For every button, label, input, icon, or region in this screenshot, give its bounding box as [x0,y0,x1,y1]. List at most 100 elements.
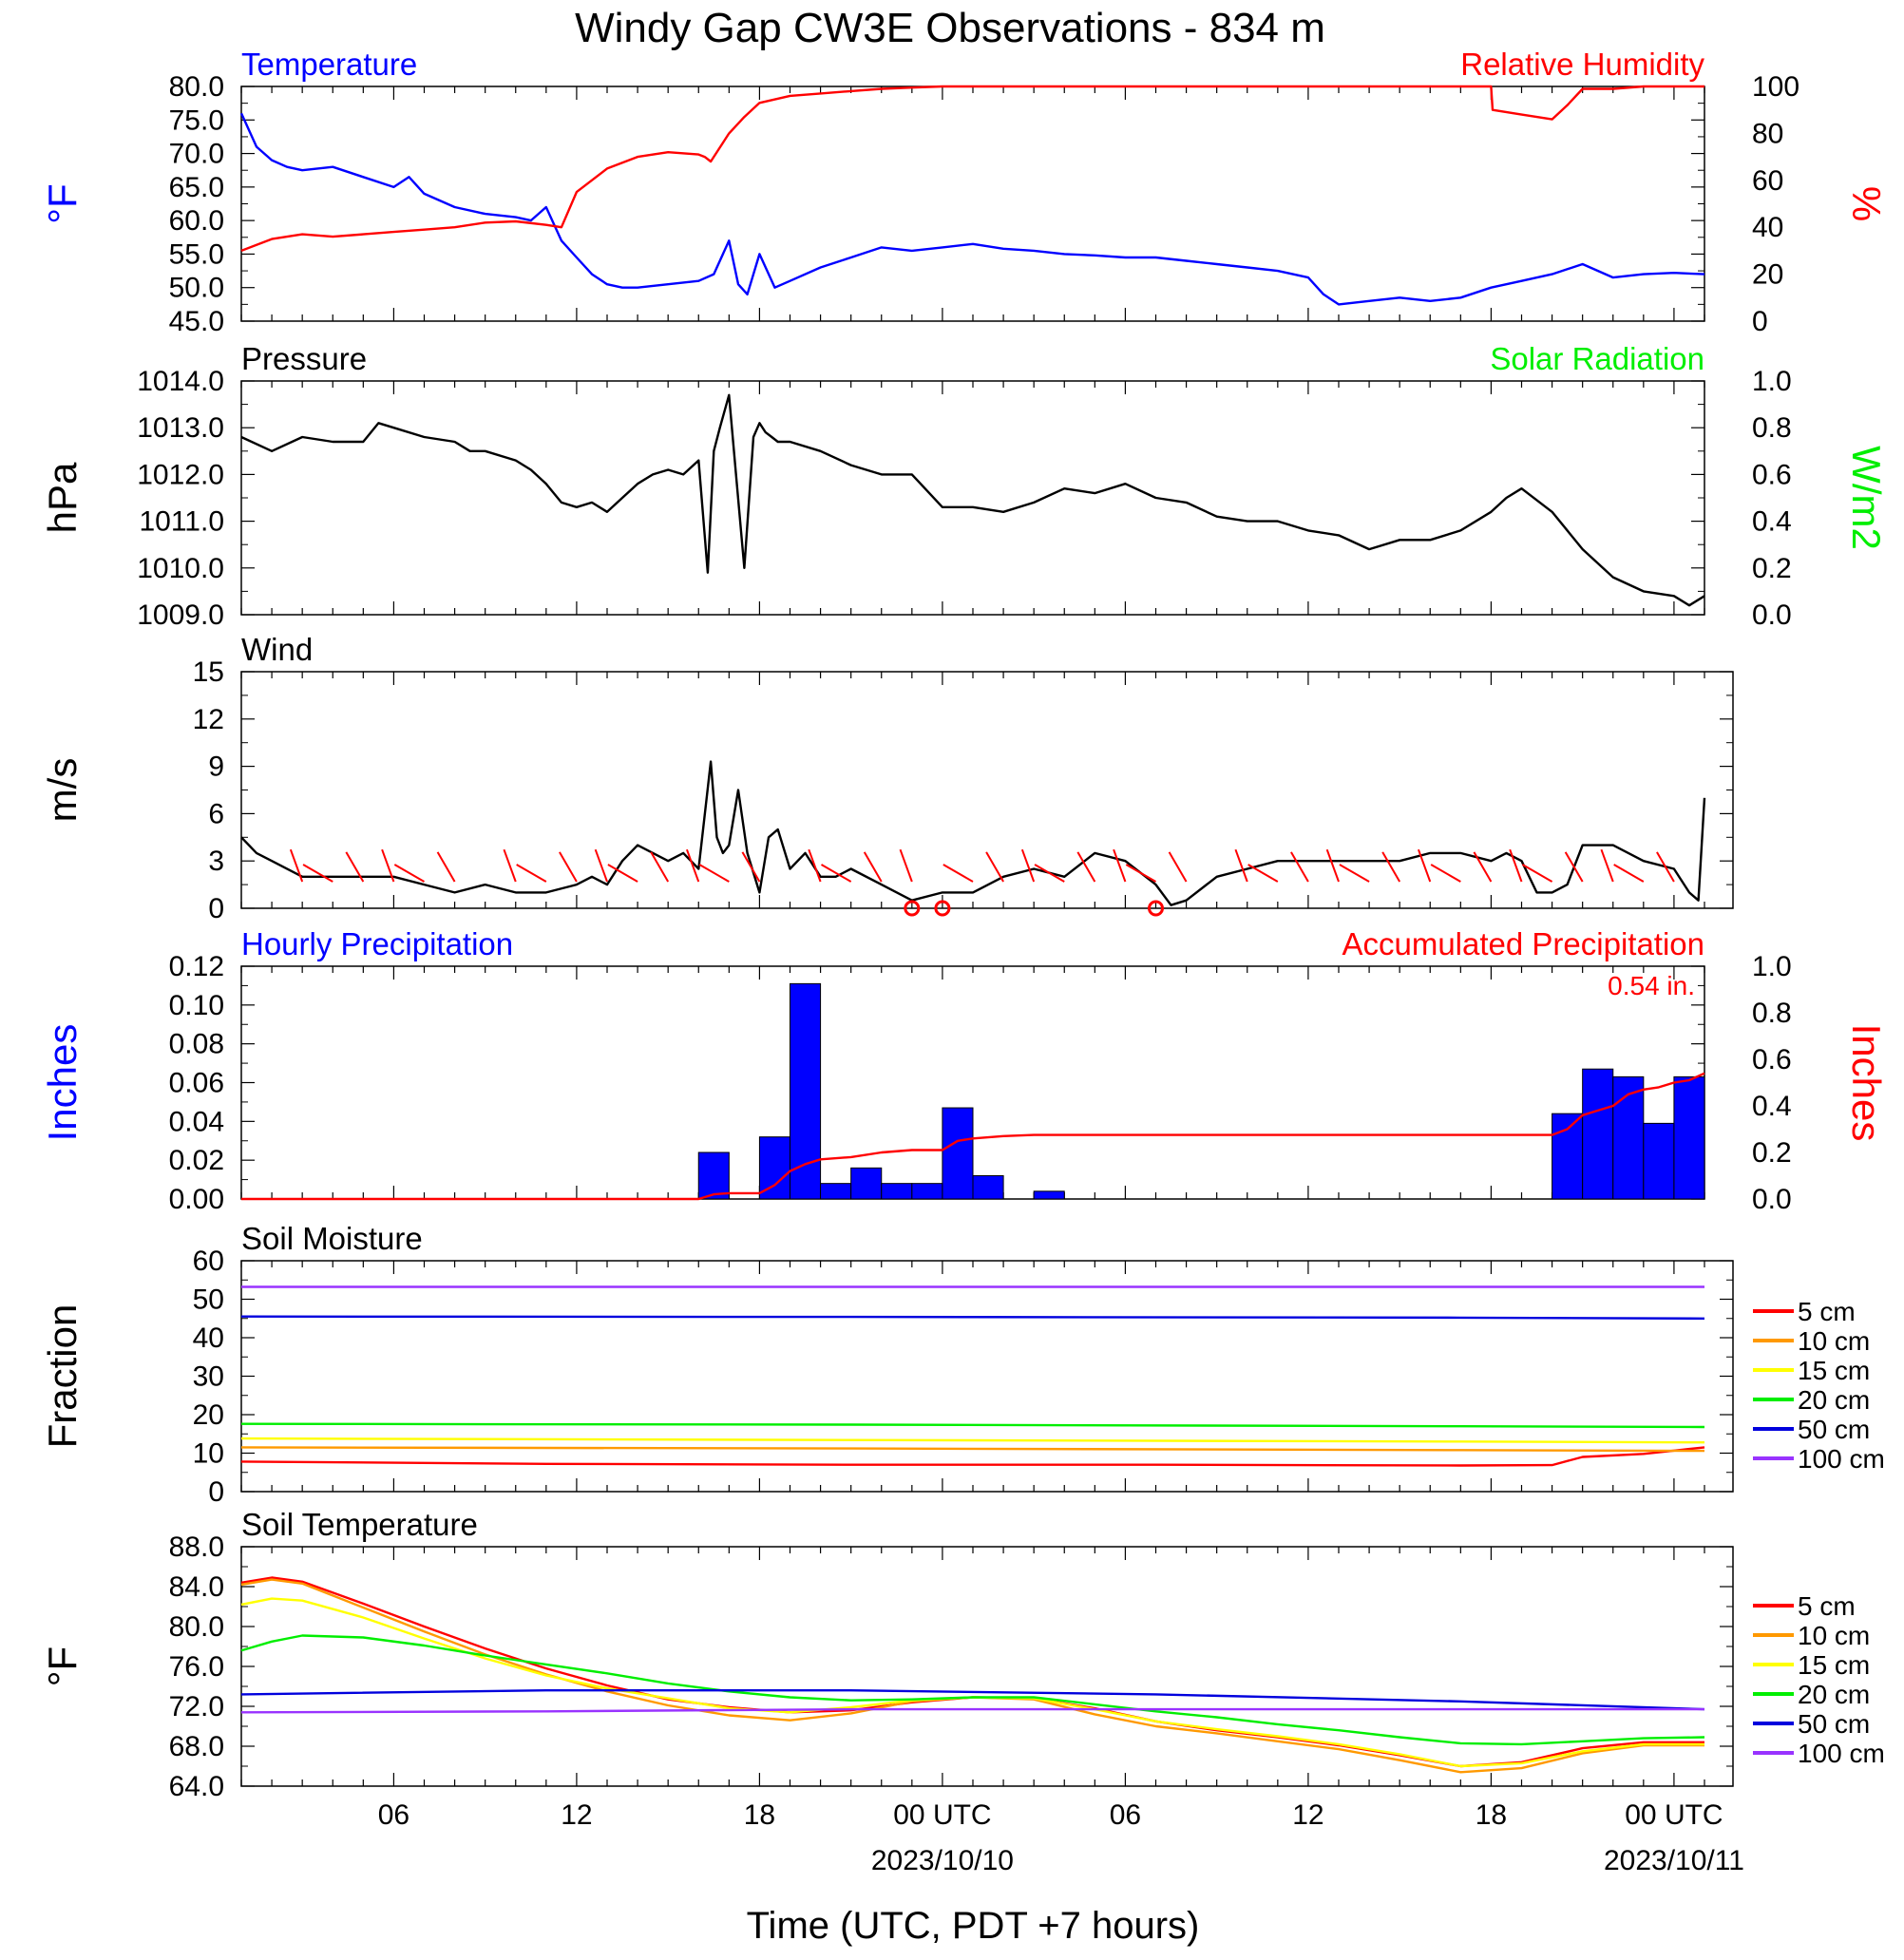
y-tick-label-left: 45.0 [169,306,224,337]
y-axis-label-left: °F [40,1646,85,1686]
wind-barb [1020,848,1036,883]
panel-frame [240,1546,1734,1787]
calm-wind-marker [934,900,951,917]
wind-barb [559,851,578,883]
y-tick-label-left: 0.06 [169,1068,224,1099]
precip-bar [758,1136,791,1200]
y-tick-label-left: 1010.0 [137,553,224,584]
y-tick-label-right: 1.0 [1752,366,1792,397]
y-tick-label-left: 1014.0 [137,366,224,397]
y-tick-label-left: 65.0 [169,172,224,203]
legend-label: 5 cm [1798,1591,1856,1621]
wind-barb [393,864,426,883]
series-line [240,393,1705,607]
y-axis-label-left: Inches [40,1024,85,1142]
precip-bar [1033,1190,1065,1200]
precip-bar [820,1183,852,1200]
wind-barb [345,851,365,883]
precip-bar [1612,1075,1645,1200]
series-line [240,1446,1705,1453]
y-tick-label-left: 64.0 [169,1771,224,1802]
x-date-label: 2023/10/10 [871,1845,1014,1876]
panel-frame [240,1260,1734,1493]
wind-barb [685,848,700,883]
y-tick-label-right: 1.0 [1752,951,1792,982]
wind-barb [899,848,913,883]
y-tick-label-left: 75.0 [169,105,224,136]
precip-bar [1582,1068,1614,1200]
series-line [240,1315,1705,1321]
x-tick-label: 18 [1476,1799,1507,1831]
y-tick-label-left: 15 [193,657,224,688]
y-tick-label-left: 80.0 [169,1611,224,1643]
y-tick-label-left: 1012.0 [137,459,224,490]
y-tick-label-left: 40 [193,1323,224,1354]
y-tick-label-left: 84.0 [169,1571,224,1603]
x-date-label: 2023/10/11 [1604,1845,1744,1876]
series-line [240,1446,1705,1467]
wind-barb [503,848,517,883]
wind-barb [1613,864,1645,883]
wind-barb [820,864,852,883]
series-line [239,112,1705,306]
x-tick-label: 00 UTC [893,1799,991,1831]
panel-title-left: Soil Temperature [241,1507,478,1542]
series-line [240,760,1706,906]
precip-bar [881,1183,913,1200]
precip-bar [911,1183,943,1200]
y-tick-label-left: 60.0 [169,205,224,237]
x-tick-label: 12 [1292,1799,1323,1831]
y-tick-label-left: 9 [208,752,224,783]
wind-barb [1417,848,1432,883]
wind-barb [985,851,1004,883]
wind-barb [1656,851,1675,883]
y-tick-label-left: 72.0 [169,1691,224,1722]
wind-barb [1564,851,1584,883]
y-tick-label-right: 0.8 [1752,998,1792,1029]
y-tick-label-right: 0.0 [1752,599,1792,631]
precip-bar [1643,1122,1675,1200]
y-tick-label-right: 0 [1752,306,1768,337]
wind-barb [516,864,547,883]
y-axis-label-left: °F [40,183,85,223]
wind-barb [607,864,638,883]
panel-frame [240,671,1734,909]
y-tick-label-right: 20 [1752,259,1783,291]
wind-barb [650,851,670,883]
y-tick-label-left: 6 [208,798,224,829]
precip-bar [942,1107,974,1200]
legend-label: 10 cm [1798,1326,1870,1356]
precip-bar [1673,1075,1705,1200]
series-line [240,1634,1705,1746]
y-tick-label-left: 0.12 [169,951,224,982]
y-axis-label-left: hPa [40,462,85,533]
x-axis-title: Time (UTC, PDT +7 hours) [747,1905,1200,1947]
y-tick-label-left: 0 [208,893,224,924]
y-tick-label-left: 1013.0 [137,412,224,444]
wind-barb [1125,864,1157,883]
wind-barb [1381,851,1401,883]
legend-label: 50 cm [1798,1415,1870,1444]
legend-label: 100 cm [1798,1739,1885,1768]
y-axis-label-left: Fraction [40,1304,85,1449]
wind-barb [1325,848,1340,883]
legend-label: 50 cm [1798,1709,1870,1739]
calm-wind-marker [904,900,921,917]
wind-barb [808,848,822,883]
panel-title-left: Pressure [241,341,367,376]
panel-title-right: Accumulated Precipitation [1342,926,1704,961]
y-tick-label-right: 0.6 [1752,459,1792,490]
precip-total-annotation: 0.54 in. [1608,971,1695,1000]
wind-barb [1339,864,1370,883]
y-tick-label-left: 3 [208,846,224,877]
legend-label: 5 cm [1798,1297,1856,1326]
y-tick-label-left: 20 [193,1399,224,1431]
wind-barb [381,848,395,883]
wind-barb [1430,864,1461,883]
y-tick-label-left: 76.0 [169,1651,224,1683]
y-axis-label-right: % [1844,186,1889,221]
series-line [240,1437,1705,1444]
y-tick-label-left: 0.08 [169,1029,224,1060]
